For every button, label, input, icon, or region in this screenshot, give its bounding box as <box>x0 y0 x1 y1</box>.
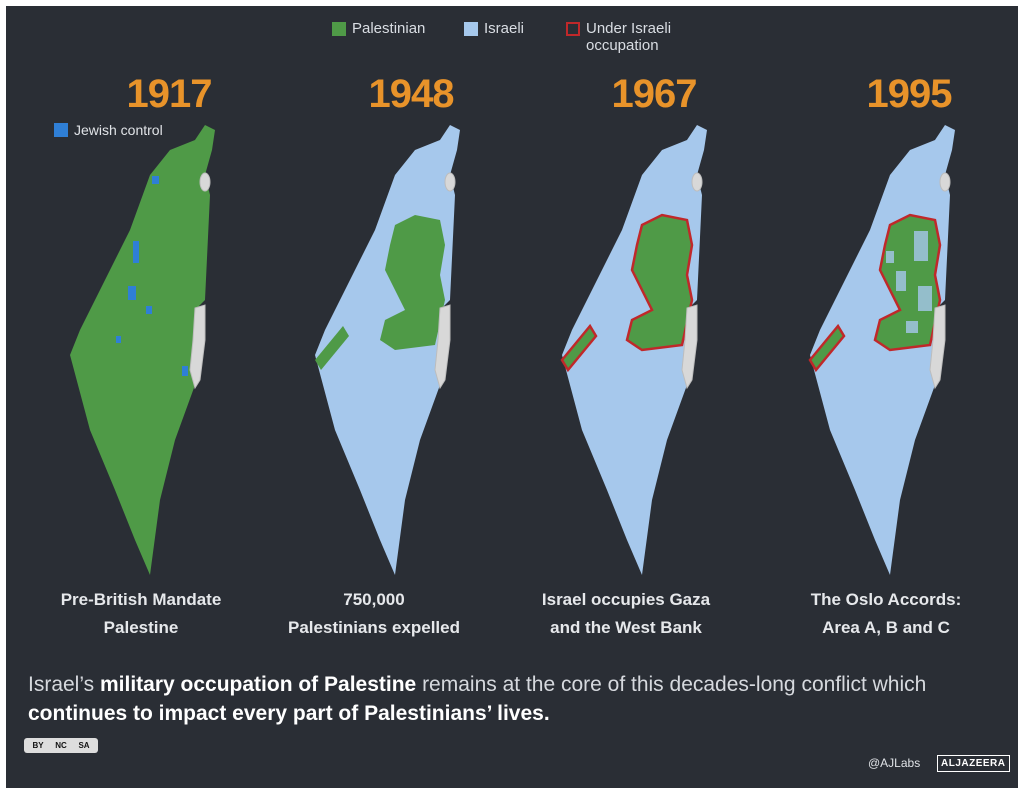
caption-line: Palestinians expelled <box>288 618 460 637</box>
legend-label: Israeli <box>484 20 525 37</box>
legend-swatch <box>464 22 478 36</box>
maps <box>70 125 955 575</box>
license-badge: BY NC SA <box>24 738 98 753</box>
legend-item: Under Israeli occupation <box>566 20 696 54</box>
map-1948 <box>315 125 460 575</box>
year: 1967 <box>611 72 698 116</box>
legend-swatch <box>332 22 346 36</box>
note: Jewish control <box>54 122 163 138</box>
license-term: SA <box>78 741 90 750</box>
license-term: BY <box>32 741 44 750</box>
jewish-areas <box>116 176 188 376</box>
caption: Israel occupies Gaza and the West Bank <box>506 586 746 642</box>
footer-segment: military occupation of Palestine <box>99 673 417 696</box>
handle: @AJLabs <box>868 756 921 770</box>
caption-line: 750,000 <box>343 590 405 609</box>
legend-item: Palestinian <box>332 20 425 37</box>
brand: ALJAZEERA <box>937 755 1010 772</box>
legend-item: Israeli <box>464 20 524 37</box>
footer-segment: continues to impact every part of Palest… <box>28 702 550 725</box>
lake <box>444 172 456 192</box>
footer-text: Israel’s military occupation of Palestin… <box>28 670 928 728</box>
caption: 750,000 Palestinians expelled <box>254 586 494 642</box>
map-1917 <box>70 125 215 575</box>
license-term: NC <box>55 741 67 750</box>
map-1995 <box>808 125 955 575</box>
lake <box>199 172 211 192</box>
note-swatch <box>54 123 68 137</box>
lake <box>691 172 703 192</box>
year: 1948 <box>368 72 455 116</box>
legend-label: Under Israeli occupation <box>586 20 672 54</box>
area-c <box>886 231 932 333</box>
footer-segment: Israel’s <box>28 673 100 696</box>
year: 1917 <box>126 72 213 116</box>
year: 1995 <box>866 72 953 116</box>
footer-segment: remains at the core of this decades-long… <box>416 673 927 696</box>
caption-line: Area A, B and C <box>822 618 950 637</box>
caption: Pre-British Mandate Palestine <box>21 586 261 642</box>
caption-line: Palestine <box>103 618 179 637</box>
map-1967 <box>560 125 707 575</box>
lake <box>939 172 951 192</box>
note-label: Jewish control <box>74 122 163 138</box>
caption-line: Israel occupies Gaza <box>541 590 711 609</box>
caption-line: The Oslo Accords: <box>810 590 962 609</box>
caption: The Oslo Accords: Area A, B and C <box>766 586 1006 642</box>
legend-swatch <box>566 22 580 36</box>
caption-line: Pre-British Mandate <box>60 590 222 609</box>
legend-label: Palestinian <box>352 20 426 37</box>
caption-line: and the West Bank <box>550 618 702 637</box>
frame: Palestinian Israeli Under Israeli occupati… <box>6 6 1018 788</box>
